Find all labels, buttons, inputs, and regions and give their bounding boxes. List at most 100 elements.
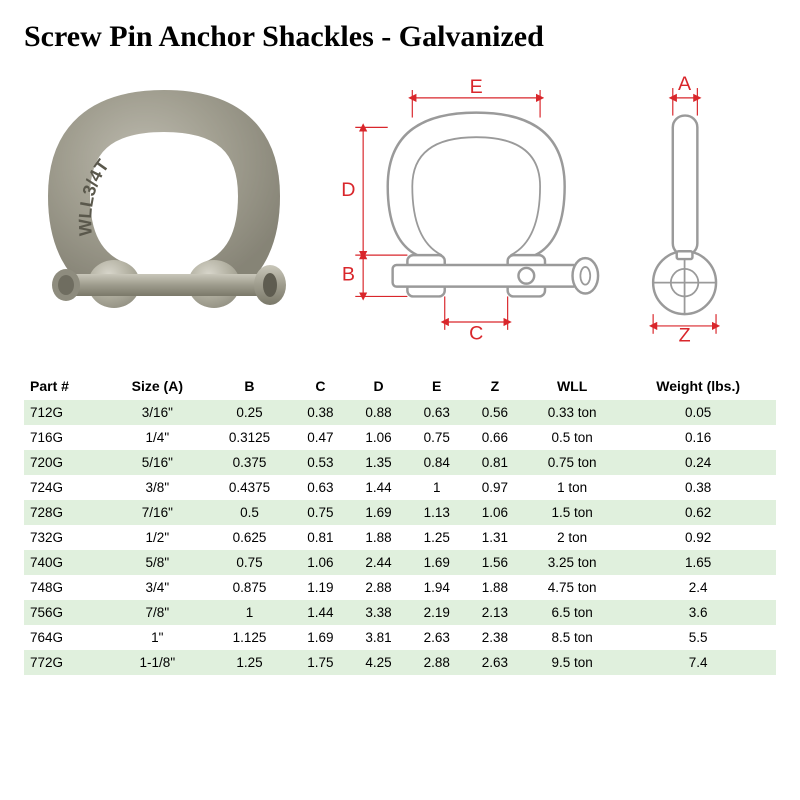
dim-label-c: C [469, 323, 483, 345]
table-cell: 0.56 [466, 400, 524, 425]
figure-row: WLL3/4T [24, 66, 776, 356]
table-cell: 0.92 [620, 525, 776, 550]
table-cell: 1 ton [524, 475, 620, 500]
table-cell: 0.75 ton [524, 450, 620, 475]
table-cell: 3.25 ton [524, 550, 620, 575]
table-cell: 0.05 [620, 400, 776, 425]
table-cell: 1.25 [408, 525, 466, 550]
table-row: 772G1-1/8"1.251.754.252.882.639.5 ton7.4 [24, 650, 776, 675]
table-cell: 3.6 [620, 600, 776, 625]
table-cell: 1.69 [291, 625, 349, 650]
table-cell: 0.875 [208, 575, 292, 600]
table-cell: 1.44 [291, 600, 349, 625]
dim-label-e: E [470, 76, 483, 98]
table-cell: 0.75 [408, 425, 466, 450]
table-cell: 0.81 [291, 525, 349, 550]
table-cell: 2.13 [466, 600, 524, 625]
table-cell: 5/8" [107, 550, 208, 575]
table-cell: 7/16" [107, 500, 208, 525]
front-view [388, 113, 598, 297]
table-cell: 0.25 [208, 400, 292, 425]
table-cell: 1.94 [408, 575, 466, 600]
table-cell: 756G [24, 600, 107, 625]
table-cell: 3/16" [107, 400, 208, 425]
table-cell: 2.4 [620, 575, 776, 600]
table-cell: 1.44 [349, 475, 407, 500]
table-cell: 0.75 [208, 550, 292, 575]
dim-label-b: B [342, 264, 355, 286]
table-cell: 1.65 [620, 550, 776, 575]
table-cell: 9.5 ton [524, 650, 620, 675]
table-cell: 728G [24, 500, 107, 525]
table-cell: 724G [24, 475, 107, 500]
table-cell: 3.38 [349, 600, 407, 625]
table-cell: 0.53 [291, 450, 349, 475]
table-cell: 1.88 [349, 525, 407, 550]
table-cell: 0.38 [620, 475, 776, 500]
table-row: 740G5/8"0.751.062.441.691.563.25 ton1.65 [24, 550, 776, 575]
table-cell: 0.3125 [208, 425, 292, 450]
table-row: 724G3/8"0.43750.631.4410.971 ton0.38 [24, 475, 776, 500]
table-row: 732G1/2"0.6250.811.881.251.312 ton0.92 [24, 525, 776, 550]
table-cell: 1.88 [466, 575, 524, 600]
table-cell: 0.63 [408, 400, 466, 425]
table-cell: 2.44 [349, 550, 407, 575]
spec-table: Part #Size (A)BCDEZWLLWeight (lbs.) 712G… [24, 372, 776, 675]
table-cell: 3.81 [349, 625, 407, 650]
col-header: B [208, 372, 292, 400]
table-cell: 720G [24, 450, 107, 475]
table-cell: 2.19 [408, 600, 466, 625]
table-cell: 1.31 [466, 525, 524, 550]
table-cell: 716G [24, 425, 107, 450]
table-cell: 4.75 ton [524, 575, 620, 600]
table-cell: 1.25 [208, 650, 292, 675]
table-cell: 0.33 ton [524, 400, 620, 425]
dim-label-z: Z [679, 325, 691, 346]
table-cell: 0.62 [620, 500, 776, 525]
table-cell: 1/2" [107, 525, 208, 550]
table-cell: 0.81 [466, 450, 524, 475]
table-cell: 0.375 [208, 450, 292, 475]
table-cell: 7.4 [620, 650, 776, 675]
table-cell: 0.625 [208, 525, 292, 550]
table-row: 764G1"1.1251.693.812.632.388.5 ton5.5 [24, 625, 776, 650]
table-cell: 748G [24, 575, 107, 600]
col-header: Part # [24, 372, 107, 400]
dim-label-d: D [341, 179, 355, 201]
table-cell: 0.97 [466, 475, 524, 500]
col-header: C [291, 372, 349, 400]
table-cell: 0.38 [291, 400, 349, 425]
table-cell: 0.88 [349, 400, 407, 425]
table-row: 748G3/4"0.8751.192.881.941.884.75 ton2.4 [24, 575, 776, 600]
table-cell: 1" [107, 625, 208, 650]
table-cell: 0.5 [208, 500, 292, 525]
table-row: 756G7/8"11.443.382.192.136.5 ton3.6 [24, 600, 776, 625]
side-view [653, 116, 716, 315]
col-header: Weight (lbs.) [620, 372, 776, 400]
table-header: Part #Size (A)BCDEZWLLWeight (lbs.) [24, 372, 776, 400]
table-cell: 712G [24, 400, 107, 425]
table-cell: 2 ton [524, 525, 620, 550]
table-cell: 7/8" [107, 600, 208, 625]
table-cell: 1/4" [107, 425, 208, 450]
table-row: 720G5/16"0.3750.531.350.840.810.75 ton0.… [24, 450, 776, 475]
table-cell: 1.13 [408, 500, 466, 525]
table-row: 716G1/4"0.31250.471.060.750.660.5 ton0.1… [24, 425, 776, 450]
table-cell: 1.75 [291, 650, 349, 675]
table-cell: 3/4" [107, 575, 208, 600]
table-cell: 2.63 [466, 650, 524, 675]
col-header: Size (A) [107, 372, 208, 400]
page-title: Screw Pin Anchor Shackles - Galvanized [24, 20, 776, 54]
table-cell: 732G [24, 525, 107, 550]
table-cell: 1 [408, 475, 466, 500]
table-cell: 740G [24, 550, 107, 575]
table-cell: 0.63 [291, 475, 349, 500]
table-cell: 764G [24, 625, 107, 650]
table-cell: 1.125 [208, 625, 292, 650]
table-row: 728G7/16"0.50.751.691.131.061.5 ton0.62 [24, 500, 776, 525]
table-cell: 1.06 [466, 500, 524, 525]
table-cell: 1.5 ton [524, 500, 620, 525]
table-cell: 1.69 [408, 550, 466, 575]
table-cell: 5.5 [620, 625, 776, 650]
table-cell: 5/16" [107, 450, 208, 475]
